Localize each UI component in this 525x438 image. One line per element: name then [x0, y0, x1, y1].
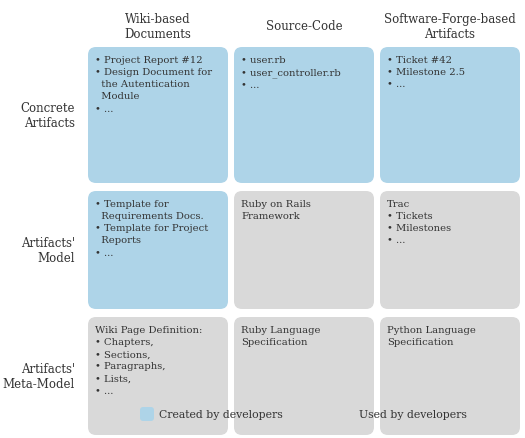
- Text: Created by developers: Created by developers: [159, 409, 283, 419]
- FancyBboxPatch shape: [234, 191, 374, 309]
- Text: • user.rb
• user_controller.rb
• ...: • user.rb • user_controller.rb • ...: [241, 56, 341, 90]
- Text: • Ticket #42
• Milestone 2.5
• ...: • Ticket #42 • Milestone 2.5 • ...: [387, 56, 465, 89]
- Text: Ruby on Rails
Framework: Ruby on Rails Framework: [241, 200, 311, 221]
- FancyBboxPatch shape: [234, 48, 374, 184]
- FancyBboxPatch shape: [380, 317, 520, 435]
- FancyBboxPatch shape: [340, 407, 354, 421]
- Text: Used by developers: Used by developers: [359, 409, 467, 419]
- FancyBboxPatch shape: [88, 191, 228, 309]
- FancyBboxPatch shape: [380, 48, 520, 184]
- Text: Trac
• Tickets
• Milestones
• ...: Trac • Tickets • Milestones • ...: [387, 200, 451, 245]
- Text: Software-Forge-based
Artifacts: Software-Forge-based Artifacts: [384, 12, 516, 40]
- Text: Concrete
Artifacts: Concrete Artifacts: [20, 102, 75, 130]
- FancyBboxPatch shape: [380, 191, 520, 309]
- Text: Source-Code: Source-Code: [266, 20, 342, 33]
- Text: Wiki Page Definition:
• Chapters,
• Sections,
• Paragraphs,
• Lists,
• ...: Wiki Page Definition: • Chapters, • Sect…: [95, 325, 202, 395]
- FancyBboxPatch shape: [88, 317, 228, 435]
- Text: Artifacts'
Meta-Model: Artifacts' Meta-Model: [3, 362, 75, 390]
- Text: • Template for
  Requirements Docs.
• Template for Project
  Reports
• ...: • Template for Requirements Docs. • Temp…: [95, 200, 208, 257]
- Text: Python Language
Specification: Python Language Specification: [387, 325, 476, 346]
- FancyBboxPatch shape: [88, 48, 228, 184]
- Text: Artifacts'
Model: Artifacts' Model: [21, 237, 75, 265]
- FancyBboxPatch shape: [140, 407, 154, 421]
- Text: • Project Report #12
• Design Document for
  the Autentication
  Module
• ...: • Project Report #12 • Design Document f…: [95, 56, 212, 113]
- Text: Ruby Language
Specification: Ruby Language Specification: [241, 325, 320, 346]
- Text: Wiki-based
Documents: Wiki-based Documents: [124, 12, 192, 40]
- FancyBboxPatch shape: [234, 317, 374, 435]
